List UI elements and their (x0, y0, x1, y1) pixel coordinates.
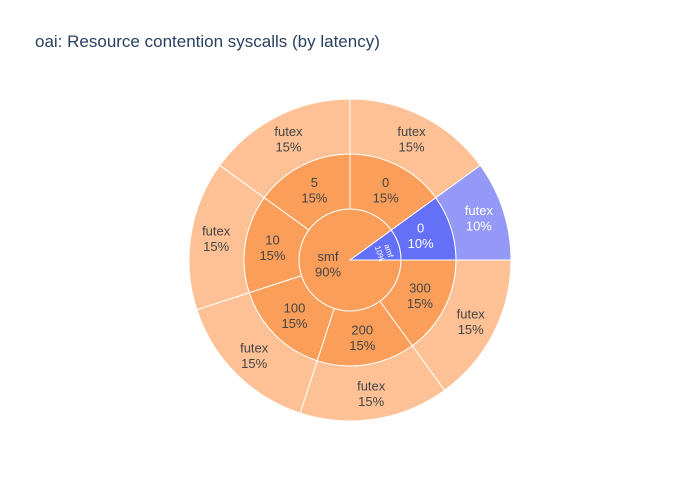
smf-label: smf 90% (315, 249, 341, 280)
smf-latency-10-label: 10 15% (259, 232, 285, 263)
amf-latency-0-label: 0 10% (408, 220, 434, 251)
smf-latency-0-futex-label: futex 15% (397, 124, 426, 155)
smf-latency-300-futex-label: futex 15% (457, 306, 486, 337)
smf-latency-10-futex-label: futex 15% (202, 224, 231, 255)
smf-latency-5-label: 5 15% (301, 175, 327, 206)
smf-latency-5-futex-label: futex 15% (274, 124, 303, 155)
chart-title: oai: Resource contention syscalls (by la… (35, 32, 380, 51)
smf-latency-0-label: 0 15% (373, 175, 399, 206)
smf-latency-200-futex-label: futex 15% (357, 379, 386, 410)
amf-latency-0-futex-label: futex 10% (465, 203, 494, 234)
smf-latency-100-label: 100 15% (281, 300, 307, 331)
smf-latency-300-label: 300 15% (407, 280, 433, 311)
smf-latency-200-label: 200 15% (349, 322, 375, 353)
smf-latency-100-futex-label: futex 15% (240, 341, 269, 372)
smf-latency-300-futex-segment[interactable] (411, 259, 512, 391)
